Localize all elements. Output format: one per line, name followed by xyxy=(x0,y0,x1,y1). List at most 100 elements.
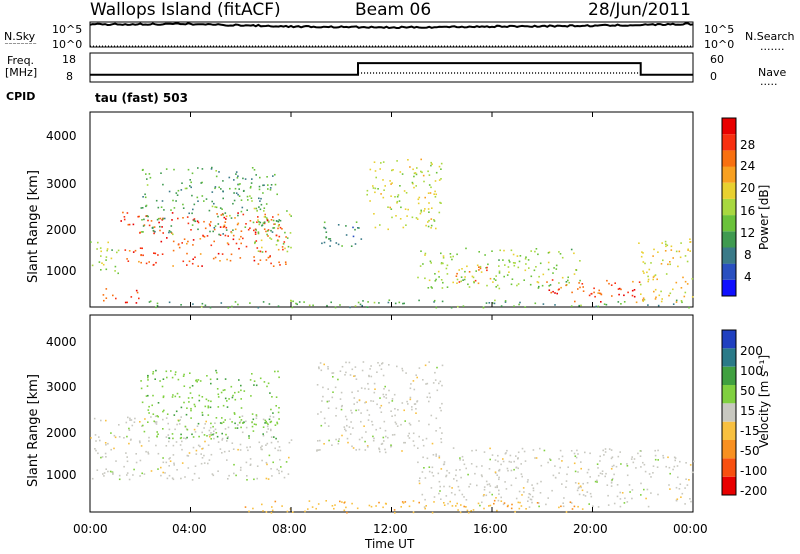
velocity-pixel xyxy=(425,437,428,440)
velocity-pixel xyxy=(425,505,427,507)
power-pixel xyxy=(418,196,421,199)
power-pixel xyxy=(272,227,274,229)
velocity-pixel xyxy=(328,439,330,442)
velocity-pixel xyxy=(267,423,269,426)
power-pixel xyxy=(224,234,227,237)
power-pixel xyxy=(675,250,678,253)
velocity-pixel xyxy=(152,372,154,375)
power-pixel xyxy=(433,220,436,222)
velocity-pixel xyxy=(113,447,115,450)
power-pixel xyxy=(510,283,513,286)
power-pixel xyxy=(253,259,256,262)
velocity-cb-tick: -50 xyxy=(740,444,760,458)
velocity-pixel xyxy=(231,396,234,399)
velocity-pixel xyxy=(322,395,324,398)
power-pixel xyxy=(599,292,602,295)
velocity-pixel xyxy=(607,494,609,497)
nsearch-tick-bottom: 10^0 xyxy=(704,38,735,51)
power-pixel xyxy=(329,245,331,247)
velocity-pixel xyxy=(180,436,183,439)
power-pixel xyxy=(323,241,326,244)
power-pixel xyxy=(600,301,602,303)
power-pixel xyxy=(430,286,433,288)
velocity-pixel xyxy=(327,368,329,370)
velocity-pixel xyxy=(684,487,686,489)
power-pixel xyxy=(632,280,634,283)
power-pixel xyxy=(218,171,220,173)
velocity-pixel xyxy=(362,361,365,363)
velocity-pixel xyxy=(475,465,478,468)
velocity-pixel xyxy=(497,499,500,502)
power-pixel xyxy=(452,281,454,284)
power-pixel xyxy=(172,265,174,267)
power-pixel xyxy=(219,207,222,209)
power-pixel xyxy=(662,259,664,262)
velocity-pixel xyxy=(199,445,201,448)
power-pixel xyxy=(110,257,113,260)
velocity-pixel xyxy=(459,511,462,514)
power-pixel xyxy=(210,244,213,247)
velocity-pixel xyxy=(413,444,416,447)
power-pixel xyxy=(440,252,442,255)
power-pixel xyxy=(260,239,263,242)
velocity-ytick-2000: 2000 xyxy=(46,426,77,440)
power-pixel xyxy=(208,223,211,225)
velocity-pixel xyxy=(245,461,248,464)
velocity-pixel xyxy=(494,471,497,473)
velocity-pixel xyxy=(425,383,427,385)
velocity-pixel xyxy=(521,494,523,496)
power-pixel xyxy=(279,226,282,229)
power-pixel xyxy=(161,253,164,255)
velocity-pixel xyxy=(637,452,639,455)
power-pixel xyxy=(547,268,550,271)
velocity-pixel xyxy=(278,472,280,475)
velocity-pixel xyxy=(351,502,353,505)
power-pixel xyxy=(421,171,423,174)
power-pixel xyxy=(412,168,414,171)
power-pixel xyxy=(330,301,332,304)
velocity-pixel xyxy=(340,408,343,411)
velocity-pixel xyxy=(479,504,481,507)
velocity-pixel xyxy=(135,453,137,455)
velocity-pixel xyxy=(252,430,255,432)
velocity-pixel xyxy=(597,474,600,477)
power-pixel xyxy=(229,214,231,217)
power-pixel xyxy=(430,161,432,164)
velocity-pixel xyxy=(511,503,513,506)
velocity-pixel xyxy=(157,402,160,404)
velocity-pixel xyxy=(471,449,473,452)
velocity-pixel xyxy=(584,451,586,454)
power-colorbar-swatch xyxy=(722,263,736,280)
velocity-pixel xyxy=(422,379,424,381)
power-pixel xyxy=(362,300,364,302)
velocity-pixel xyxy=(273,436,275,438)
velocity-pixel xyxy=(586,491,589,493)
power-pixel xyxy=(247,228,250,231)
velocity-pixel xyxy=(344,374,346,376)
velocity-pixel xyxy=(165,370,168,373)
velocity-pixel xyxy=(103,472,106,474)
velocity-pixel xyxy=(251,413,254,415)
power-pixel xyxy=(199,253,202,255)
power-pixel xyxy=(279,264,281,266)
power-pixel xyxy=(175,192,178,194)
power-colorbar-swatch xyxy=(722,198,736,216)
velocity-pixel xyxy=(589,492,592,495)
power-cb-tick: 8 xyxy=(744,248,752,262)
power-pixel xyxy=(211,191,214,193)
power-pixel xyxy=(173,207,176,209)
velocity-pixel xyxy=(580,467,582,470)
power-pixel xyxy=(258,206,260,208)
power-pixel xyxy=(193,218,196,220)
velocity-pixel xyxy=(194,465,197,467)
velocity-pixel xyxy=(162,396,165,399)
velocity-pixel xyxy=(262,418,265,421)
power-pixel xyxy=(450,306,453,309)
velocity-pixel xyxy=(242,422,244,424)
power-pixel xyxy=(223,216,226,219)
velocity-pixel xyxy=(168,458,170,460)
power-pixel xyxy=(270,262,272,265)
velocity-pixel xyxy=(215,417,218,419)
velocity-pixel xyxy=(180,416,182,418)
power-pixel xyxy=(201,265,203,267)
